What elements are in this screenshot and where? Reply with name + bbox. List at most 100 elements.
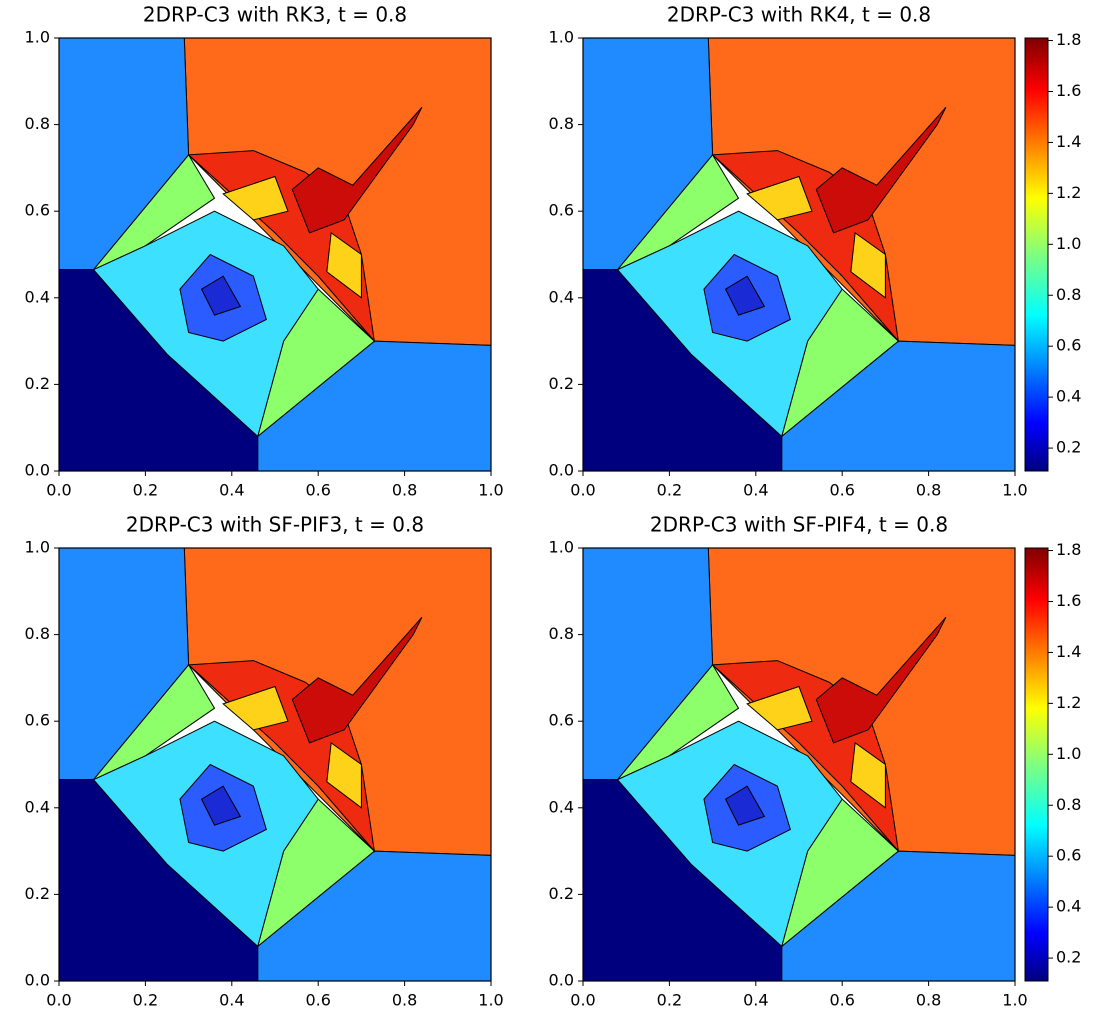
x-tick-label: 0.0 <box>46 481 71 500</box>
axes-frame <box>582 37 1016 472</box>
region <box>746 685 813 731</box>
colorbar-tick-label: 1.0 <box>1056 744 1081 763</box>
region <box>200 785 242 826</box>
y-tick-label: 0.8 <box>549 114 574 133</box>
x-tick-label: 0.0 <box>570 991 595 1010</box>
colorbar-tick-label: 1.2 <box>1056 693 1081 712</box>
x-tick-label: 0.6 <box>305 481 330 500</box>
x-tick-label: 0.0 <box>46 991 71 1010</box>
region <box>724 275 766 316</box>
colorbar-tick-label: 0.6 <box>1056 336 1081 355</box>
y-tick-label: 1.0 <box>549 538 574 557</box>
colorbar-tick-label: 0.8 <box>1056 285 1081 304</box>
y-tick-label: 1.0 <box>25 538 50 557</box>
x-tick-label: 0.6 <box>829 481 854 500</box>
colorbar-tick-label: 1.8 <box>1056 30 1081 49</box>
x-tick-label: 0.4 <box>219 991 244 1010</box>
colorbar-tick-label: 0.2 <box>1056 438 1081 457</box>
region <box>291 616 423 744</box>
y-tick-label: 0.0 <box>549 971 574 990</box>
region <box>724 785 766 826</box>
contour-field <box>59 38 491 471</box>
y-tick-label: 0.8 <box>25 624 50 643</box>
axes-frame <box>582 547 1016 982</box>
region <box>850 741 886 809</box>
y-tick-label: 0.8 <box>549 624 574 643</box>
y-tick-label: 0.8 <box>25 114 50 133</box>
y-tick-label: 0.0 <box>25 461 50 480</box>
colorbar-tick-label: 1.6 <box>1056 81 1081 100</box>
x-tick-label: 0.2 <box>133 991 158 1010</box>
y-tick-label: 0.2 <box>25 884 50 903</box>
y-tick-label: 0.2 <box>549 374 574 393</box>
y-tick-label: 0.4 <box>25 287 50 306</box>
y-tick-label: 1.0 <box>25 28 50 47</box>
colorbar <box>1024 37 1049 472</box>
panel: 2DRP-C3 with RK3, t = 0.8 0.0 0.2 0.4 0.6 0.8… <box>25 3 504 500</box>
colorbar-tick-label: 0.4 <box>1056 897 1081 916</box>
region <box>815 616 947 744</box>
axes-frame <box>58 37 492 472</box>
axes-frame <box>58 547 492 982</box>
x-tick-label: 1.0 <box>478 991 503 1010</box>
x-tick-label: 0.8 <box>916 481 941 500</box>
y-tick-label: 0.2 <box>549 884 574 903</box>
x-tick-label: 0.4 <box>743 991 768 1010</box>
chart-title: 2DRP-C3 with RK3, t = 0.8 <box>143 3 407 27</box>
y-tick-label: 0.0 <box>549 461 574 480</box>
y-tick-label: 0.4 <box>25 797 50 816</box>
x-tick-label: 0.6 <box>305 991 330 1010</box>
contour-field <box>59 548 491 981</box>
chart-title: 2DRP-C3 with RK4, t = 0.8 <box>667 3 931 27</box>
colorbar-tick-label: 1.0 <box>1056 234 1081 253</box>
y-tick-label: 0.6 <box>25 201 50 220</box>
colorbar-tick-label: 0.2 <box>1056 948 1081 967</box>
colorbar-tick-label: 1.4 <box>1056 132 1081 151</box>
x-tick-label: 0.8 <box>392 991 417 1010</box>
x-tick-label: 1.0 <box>1002 481 1027 500</box>
panel: 2DRP-C3 with SF-PIF4, t = 0.8 0.0 0.2 0.4 0.… <box>549 513 1082 1010</box>
x-tick-label: 1.0 <box>1002 991 1027 1010</box>
region <box>200 275 242 316</box>
y-tick-label: 0.6 <box>549 201 574 220</box>
colorbar-tick-label: 1.2 <box>1056 183 1081 202</box>
x-tick-label: 0.4 <box>219 481 244 500</box>
x-tick-label: 0.8 <box>916 991 941 1010</box>
colorbar-tick-label: 1.8 <box>1056 540 1081 559</box>
x-tick-label: 1.0 <box>478 481 503 500</box>
y-tick-label: 0.6 <box>549 711 574 730</box>
x-tick-label: 0.2 <box>657 991 682 1010</box>
colorbar-tick-label: 0.4 <box>1056 387 1081 406</box>
region <box>326 231 362 299</box>
contour-field <box>583 548 1015 981</box>
colorbar-tick-label: 0.6 <box>1056 846 1081 865</box>
panel: 2DRP-C3 with SF-PIF3, t = 0.8 0.0 0.2 0.4 0.… <box>25 513 504 1010</box>
chart-title: 2DRP-C3 with SF-PIF3, t = 0.8 <box>126 513 424 537</box>
colorbar-tick-label: 1.6 <box>1056 591 1081 610</box>
y-tick-label: 0.0 <box>25 971 50 990</box>
x-tick-label: 0.2 <box>657 481 682 500</box>
y-tick-label: 0.4 <box>549 287 574 306</box>
y-tick-label: 0.2 <box>25 374 50 393</box>
region <box>291 106 423 234</box>
region <box>326 741 362 809</box>
region <box>815 106 947 234</box>
x-tick-label: 0.0 <box>570 481 595 500</box>
colorbar-tick-label: 1.4 <box>1056 642 1081 661</box>
region <box>746 175 813 221</box>
y-tick-label: 0.4 <box>549 797 574 816</box>
x-tick-label: 0.6 <box>829 991 854 1010</box>
chart-title: 2DRP-C3 with SF-PIF4, t = 0.8 <box>650 513 948 537</box>
x-tick-label: 0.8 <box>392 481 417 500</box>
panel: 2DRP-C3 with RK4, t = 0.8 0.0 0.2 0.4 0.6 0.8… <box>549 3 1082 500</box>
contour-field <box>583 38 1015 471</box>
region <box>222 175 289 221</box>
y-tick-label: 0.6 <box>25 711 50 730</box>
region <box>850 231 886 299</box>
region <box>222 685 289 731</box>
x-tick-label: 0.2 <box>133 481 158 500</box>
colorbar <box>1024 547 1049 982</box>
y-tick-label: 1.0 <box>549 28 574 47</box>
colorbar-tick-label: 0.8 <box>1056 795 1081 814</box>
